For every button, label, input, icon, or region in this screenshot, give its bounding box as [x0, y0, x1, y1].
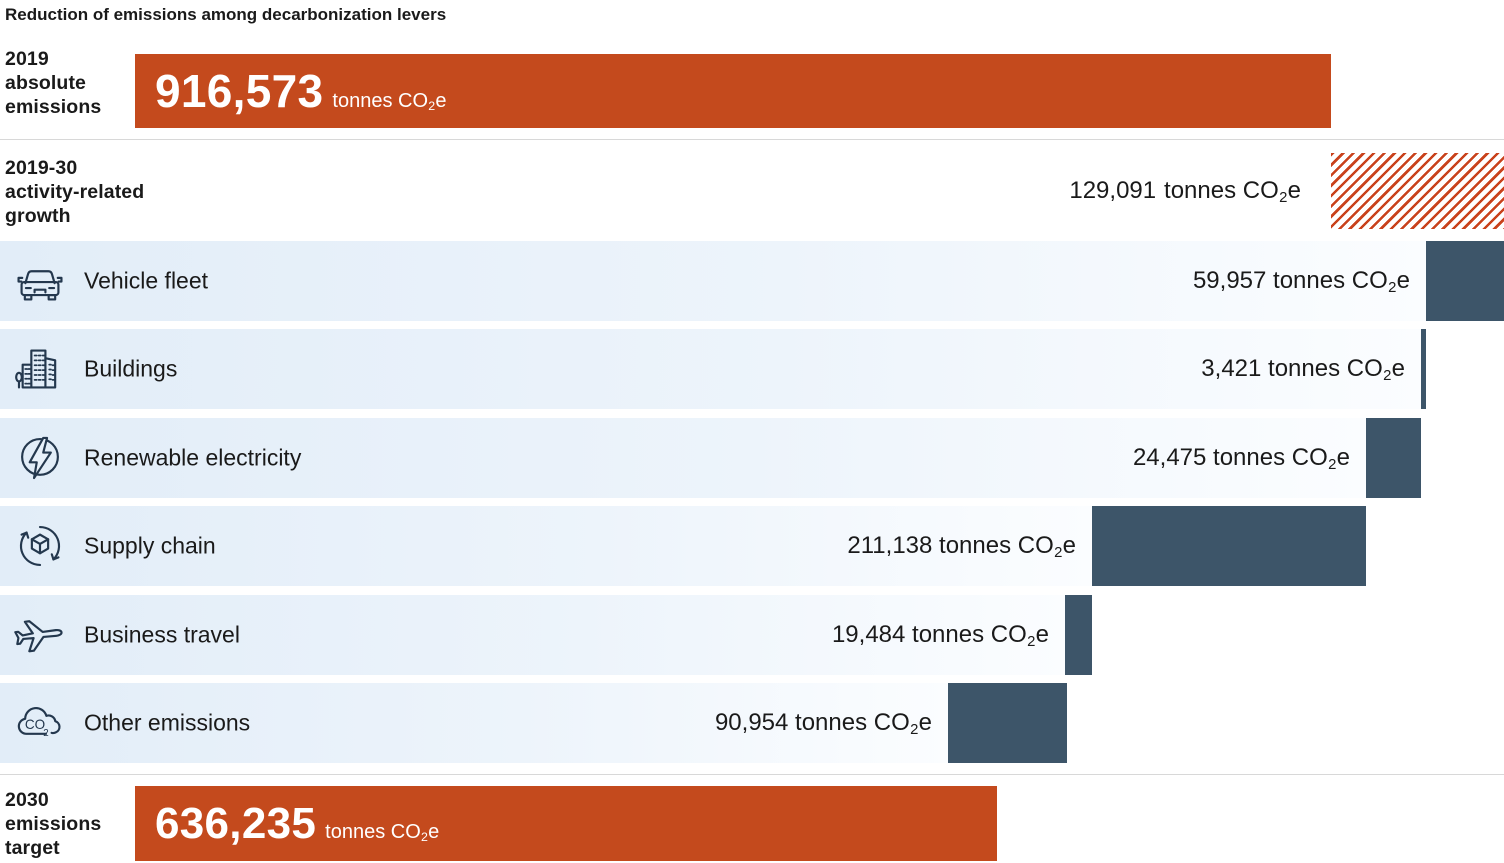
lever-row: Renewable electricity 24,475 tonnes CO2e	[0, 418, 1504, 498]
section-divider	[0, 774, 1504, 775]
growth-label-line: activity-related	[5, 181, 145, 203]
unit-label: tonnes CO2e	[1273, 267, 1410, 297]
lever-label: Vehicle fleet	[84, 267, 209, 294]
lever-row: Supply chain 211,138 tonnes CO2e	[0, 506, 1504, 586]
start-label-line: emissions	[5, 96, 102, 118]
lever-bar	[1065, 595, 1092, 675]
unit-label: tonnes CO2e	[912, 621, 1049, 651]
unit-label: tonnes CO2e	[325, 820, 440, 844]
lever-label: Other emissions	[84, 709, 251, 736]
lever-row: Buildings 3,421 tonnes CO2e	[0, 329, 1504, 409]
growth-value: 129,091 tonnes CO2e	[1069, 177, 1301, 207]
lever-value: 211,138 tonnes CO2e	[847, 532, 1076, 562]
target-value: 636,235	[155, 798, 317, 848]
svg-text:2: 2	[43, 728, 48, 739]
start-bar: 916,573 tonnes CO2e	[135, 54, 1331, 128]
lever-value: 59,957 tonnes CO2e	[1192, 267, 1410, 297]
lever-bar	[1092, 506, 1366, 586]
supply-chain-icon	[19, 525, 61, 567]
lever-row: Vehicle fleet 59,957 tonnes CO2e	[0, 241, 1504, 321]
lever-value: 19,484 tonnes CO2e	[831, 621, 1049, 651]
unit-label: tonnes CO2e	[1268, 355, 1405, 385]
lever-row-band	[0, 683, 948, 763]
airplane-icon	[14, 620, 63, 653]
start-value: 916,573	[155, 65, 324, 117]
chart-title: Reduction of emissions among decarboniza…	[5, 5, 447, 24]
start-label-line: 2019	[5, 48, 49, 70]
target-label-line: target	[5, 837, 60, 859]
lever-label: Business travel	[84, 621, 240, 648]
growth-label-line: growth	[5, 205, 71, 227]
lever-row: CO 2 Other emissions 90,954 tonnes CO2e	[0, 683, 1504, 763]
lever-bar	[1426, 241, 1504, 321]
lever-label: Buildings	[84, 355, 178, 382]
target-label-line: 2030	[5, 789, 49, 811]
start-label-line: absolute	[5, 72, 86, 94]
section-divider	[0, 139, 1504, 140]
lever-row-band	[0, 241, 1426, 321]
lever-bar	[1421, 329, 1426, 409]
target-bar: 636,235 tonnes CO2e	[135, 786, 997, 861]
growth-label: 2019-30 activity-related growth	[5, 156, 144, 228]
start-label: 2019 absolute emissions	[5, 47, 101, 119]
growth-hatched-bar	[1331, 153, 1504, 229]
growth-label-line: 2019-30	[5, 157, 78, 179]
target-label: 2030 emissions target	[5, 788, 101, 860]
lightning-icon	[21, 436, 59, 480]
lever-value: 3,421 tonnes CO2e	[1201, 355, 1405, 385]
lever-row-band	[0, 329, 1421, 409]
buildings-icon	[15, 349, 57, 389]
lever-row: Business travel 19,484 tonnes CO2e	[0, 595, 1504, 675]
svg-text:CO: CO	[25, 717, 45, 732]
lever-value: 90,954 tonnes CO2e	[714, 709, 932, 739]
unit-label: tonnes CO2e	[939, 532, 1076, 562]
lever-label: Supply chain	[84, 532, 216, 559]
lever-label: Renewable electricity	[84, 444, 302, 471]
lever-bar	[948, 683, 1067, 763]
unit-label: tonnes CO2e	[795, 709, 932, 739]
unit-label: tonnes CO2e	[332, 90, 447, 114]
unit-label: tonnes CO2e	[1164, 177, 1301, 207]
lever-bar	[1366, 418, 1421, 498]
unit-label: tonnes CO2e	[1213, 444, 1350, 474]
car-icon	[17, 270, 63, 301]
lever-row-band	[0, 418, 1366, 498]
lever-value: 24,475 tonnes CO2e	[1132, 444, 1350, 474]
co2-cloud-icon: CO 2	[17, 707, 61, 739]
lever-row-band	[0, 595, 1065, 675]
target-label-line: emissions	[5, 813, 102, 835]
lever-row-band	[0, 506, 1092, 586]
